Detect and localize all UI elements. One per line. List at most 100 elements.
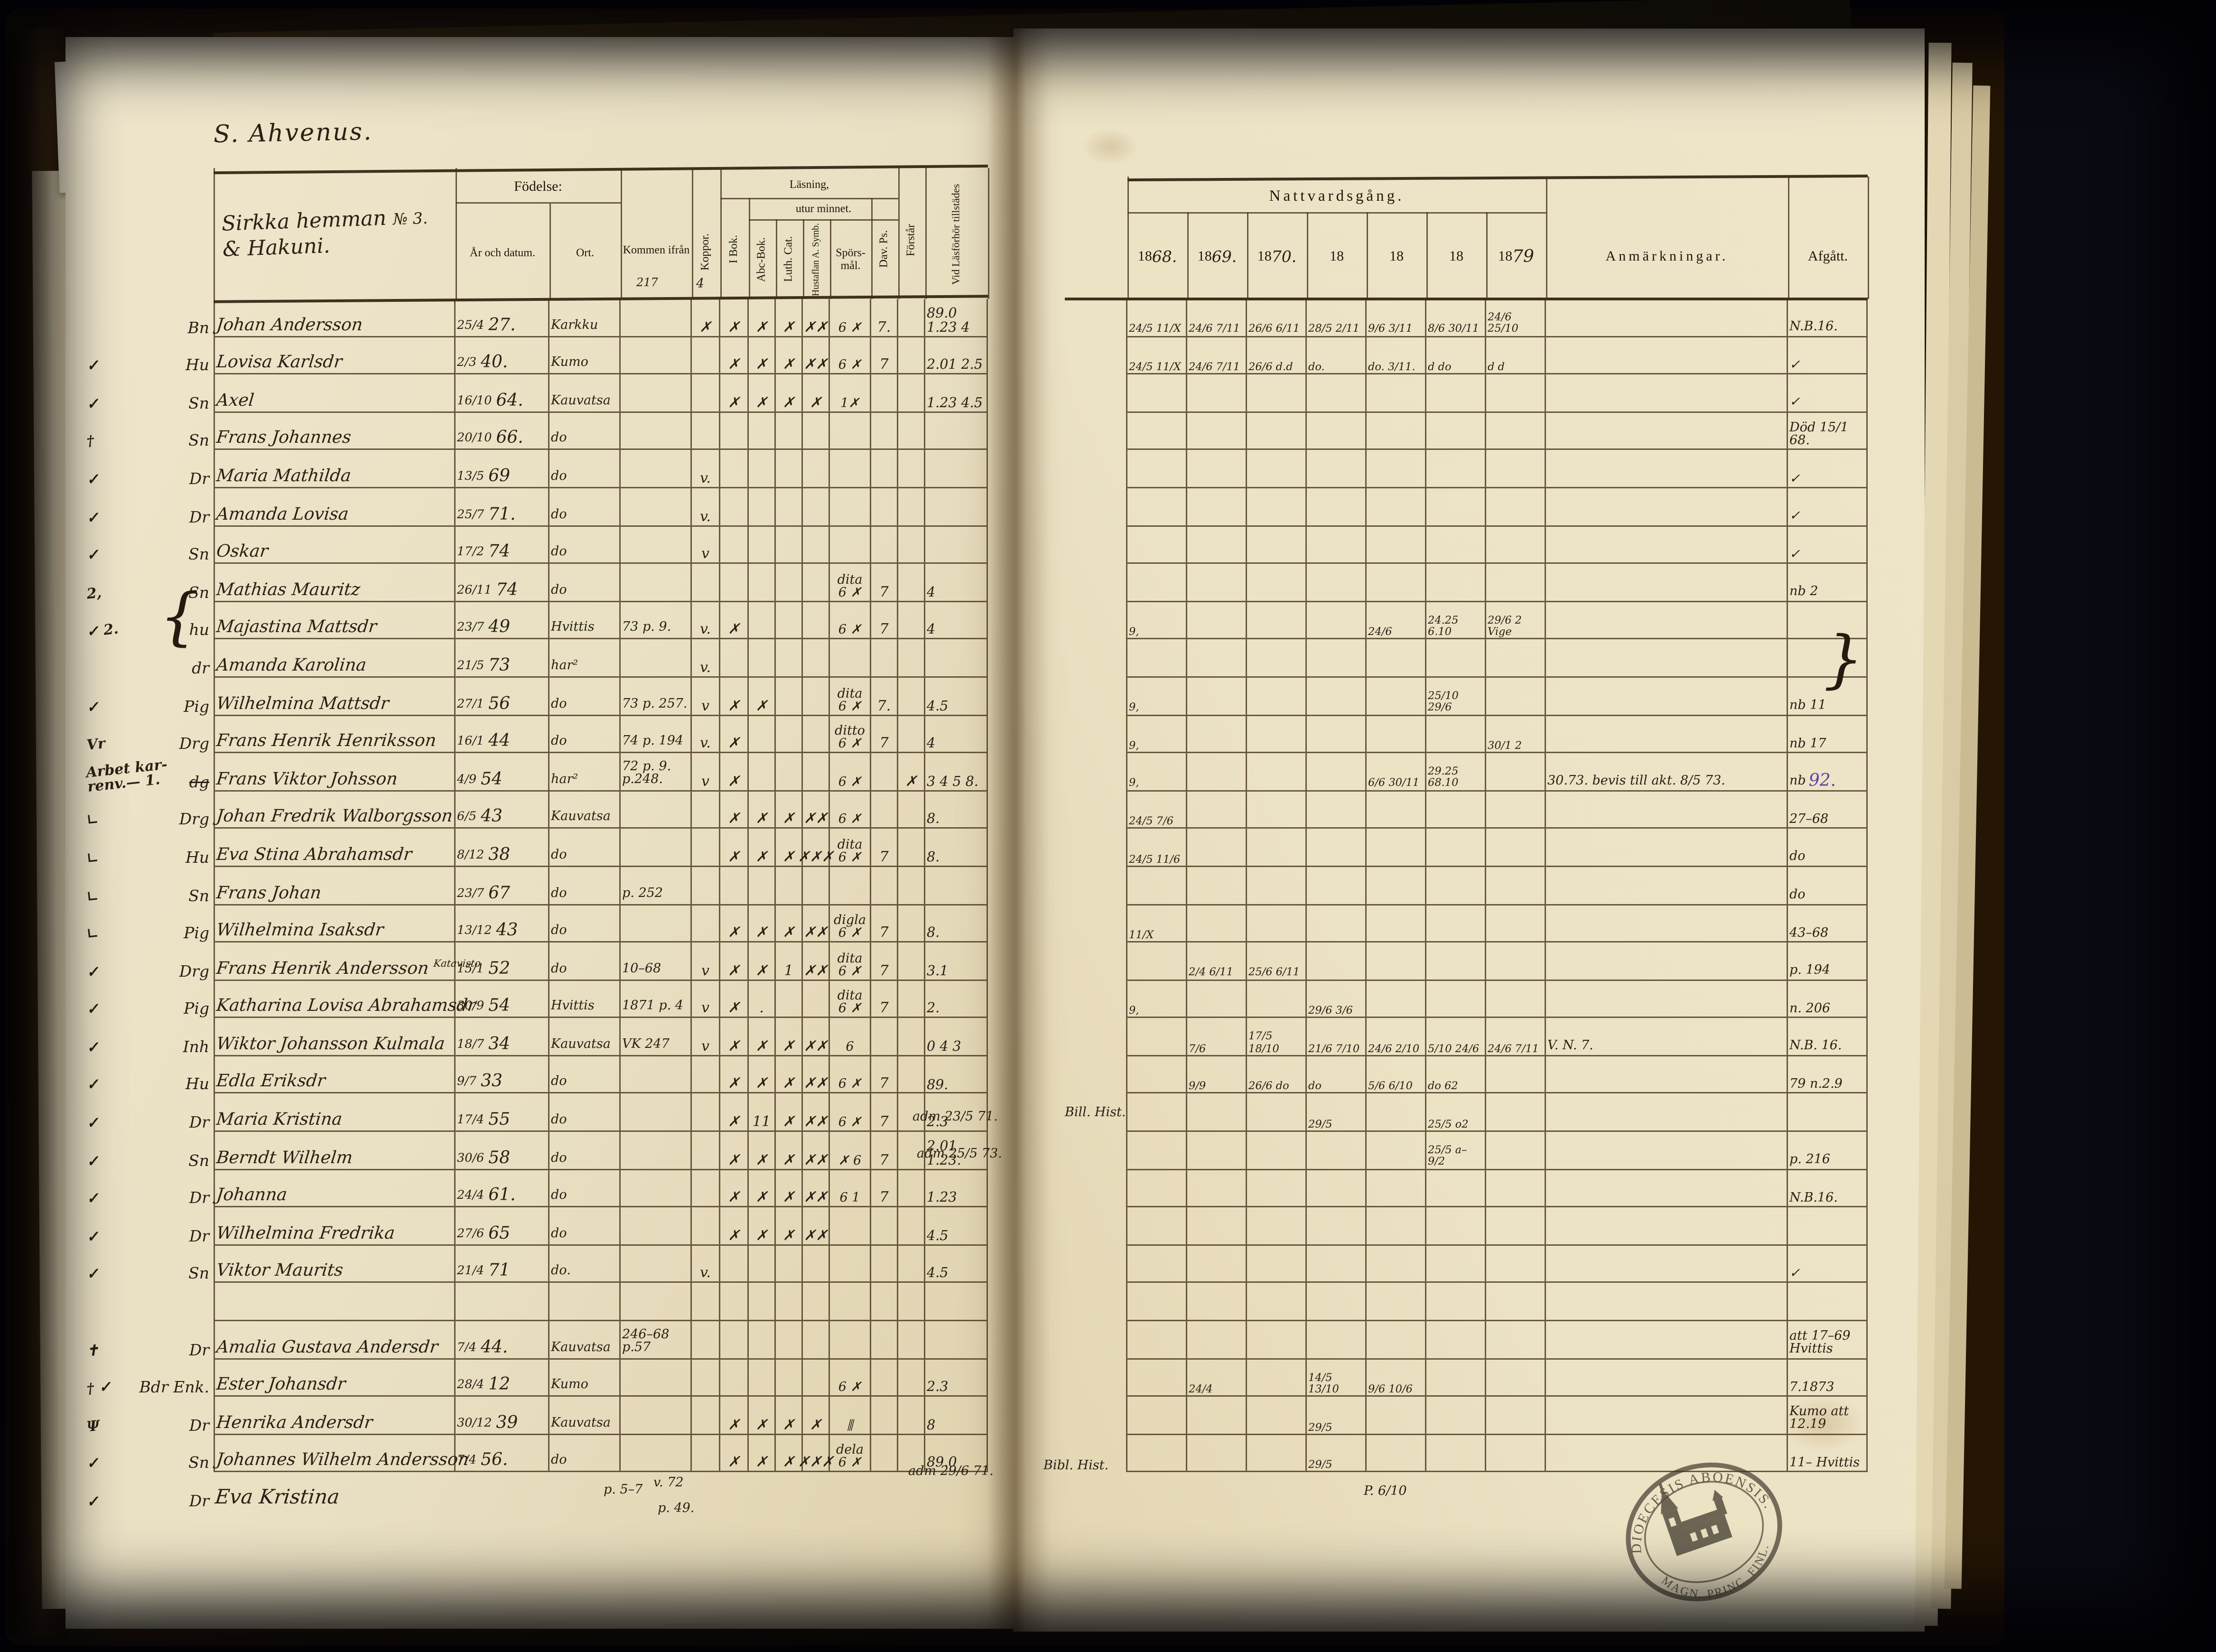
entry-vt: 8. [927, 812, 940, 828]
entry-o: do [551, 507, 567, 522]
cell-afgatt [1788, 640, 1868, 678]
pencil-note: 4 [696, 278, 705, 292]
entry-o: har² [551, 659, 578, 673]
cell-vt: 2. [925, 980, 988, 1018]
cell-kp [692, 905, 720, 943]
cell-b1 [720, 526, 749, 564]
cell-n: Lovisa Karlsdr [214, 336, 456, 375]
birth-year: 12 [488, 1374, 511, 1394]
person-name: Eva Stina Abrahamsdr [215, 844, 413, 864]
entry-vt: 89.0 [927, 1456, 957, 1472]
cell-communion [1486, 488, 1546, 526]
cell-b3 [776, 564, 803, 602]
birth-date: 27/1 [457, 697, 484, 711]
cell-b4: ✗✗ [803, 1132, 830, 1170]
table-row: 24/5 7/6 27–68 [1065, 791, 1868, 829]
cell-communion [1247, 1283, 1307, 1322]
cell-n: Johan Andersson [214, 299, 456, 337]
cell-fo [898, 1397, 925, 1435]
birth-date: 16/10 [457, 394, 492, 409]
cell-anmarkning [1546, 980, 1788, 1018]
entry-b2: ✗ [755, 849, 768, 866]
entry-o2: 73 p. 257. [622, 697, 688, 711]
header-kommen-ifran: Kommen ifrån [623, 244, 690, 257]
entry-vt: 4.5 [927, 1266, 949, 1282]
cell-dy: 8/12 38 [456, 829, 549, 867]
cell-vt [925, 1321, 988, 1359]
cell-kp: v [692, 980, 720, 1018]
entry-o2: 246–68 p.57 [622, 1327, 670, 1355]
header-utur-minnet: utur minnet. [795, 203, 852, 216]
grid-line [1868, 177, 1869, 299]
cell-vt: 1.23 4.5 [925, 374, 988, 413]
person-title: Bn [187, 318, 209, 337]
cell-b2: ✗ [749, 374, 776, 413]
entry-kp: ✗ [699, 319, 712, 336]
cell-dv: 7 [871, 564, 898, 602]
cell-m: ∟ Hu [83, 829, 214, 868]
cell-m: dr [83, 640, 214, 678]
cell-communion: 24/5 11/X [1127, 299, 1187, 337]
birth-date: 17/2 [457, 545, 484, 560]
communion-entry: 14/5 13/10 [1308, 1371, 1339, 1395]
table-row: ✓ Dr Maria Mathilda 13/5 69 do v. [83, 450, 988, 489]
cell-b1 [720, 1359, 749, 1397]
cell-vt: 3.1 [925, 943, 988, 981]
grid-line [549, 204, 551, 299]
cell-pre [1065, 1397, 1127, 1435]
cell-b1: ✗ [720, 336, 749, 375]
cell-b1: ✗ [720, 753, 749, 792]
departed-entry: nb 2 [1789, 585, 1818, 600]
cell-afgatt: att 17–69 Hvittis [1788, 1321, 1868, 1359]
cell-m: ✓ 2. hu [83, 602, 214, 641]
entry-b1: ✗ [727, 812, 740, 828]
cell-b2 [749, 488, 776, 526]
person-title: Dr [189, 1340, 209, 1359]
person-name: Wilhelmina Isaksdr [215, 920, 385, 940]
cell-m: † ✓ Bdr Enk. [83, 1359, 214, 1399]
cell-o2: 73 p. 9. [621, 602, 692, 640]
entry-b3: ✗ [782, 1077, 795, 1093]
birth-date: 28/4 [457, 1378, 484, 1393]
table-row: 24/5 11/X 24/6 7/11 26/6 d.d do. do. 3/11. d … [1065, 336, 1868, 375]
cell-dv [871, 640, 898, 678]
cell-o2 [621, 905, 692, 943]
entry-dv: 7. [877, 319, 891, 336]
cell-m: ✓ Dr [83, 1170, 214, 1208]
entry-sp: dela 6 ✗ [836, 1444, 864, 1472]
margin-mark: ✓ [86, 1191, 100, 1208]
grid-line [1307, 212, 1308, 299]
birth-date: 30/9 [457, 999, 484, 1014]
entry-kp: v [701, 963, 709, 980]
margin-mark: † ✓ [86, 1380, 112, 1399]
cell-communion [1127, 1435, 1187, 1473]
cell-communion [1367, 1321, 1426, 1359]
cell-o: do [549, 1207, 621, 1246]
cell-anmarkning [1546, 1397, 1788, 1435]
cell-dv [871, 450, 898, 488]
cell-n: Amanda Karolina [214, 640, 456, 678]
cell-vt: 8. [925, 905, 988, 943]
cell-communion [1367, 374, 1426, 413]
margin-mark: Ψ [86, 1419, 101, 1436]
departed-entry: n. 206 [1789, 1002, 1831, 1017]
person-name: Mathias Mauritz [215, 579, 362, 599]
cell-pre [1065, 677, 1127, 716]
cell-communion [1187, 1397, 1247, 1435]
cell-communion [1127, 1397, 1187, 1435]
cell-b4: ✗✗ [803, 905, 830, 943]
cell-o2 [621, 1435, 692, 1473]
cell-o: Kauvatsa [549, 1397, 621, 1435]
cell-communion: 24.25 6.10 [1426, 602, 1486, 640]
cell-b1: ✗ [720, 829, 749, 867]
cell-communion [1187, 602, 1247, 640]
cell-b2 [749, 715, 776, 754]
departed-entry: nb 11 [1789, 699, 1826, 714]
person-name: Frans Johannes [215, 428, 353, 448]
header-year-blank1: 18 [1307, 216, 1367, 296]
margin-mark: Arbet kar- renv.— 1. [85, 757, 168, 796]
communion-entry: 5/10 24/6 [1428, 1041, 1480, 1055]
departed-entry: att 17–69 Hvittis [1789, 1329, 1851, 1357]
cell-afgatt: ✓ [1788, 526, 1868, 564]
cell-pre [1065, 753, 1127, 792]
